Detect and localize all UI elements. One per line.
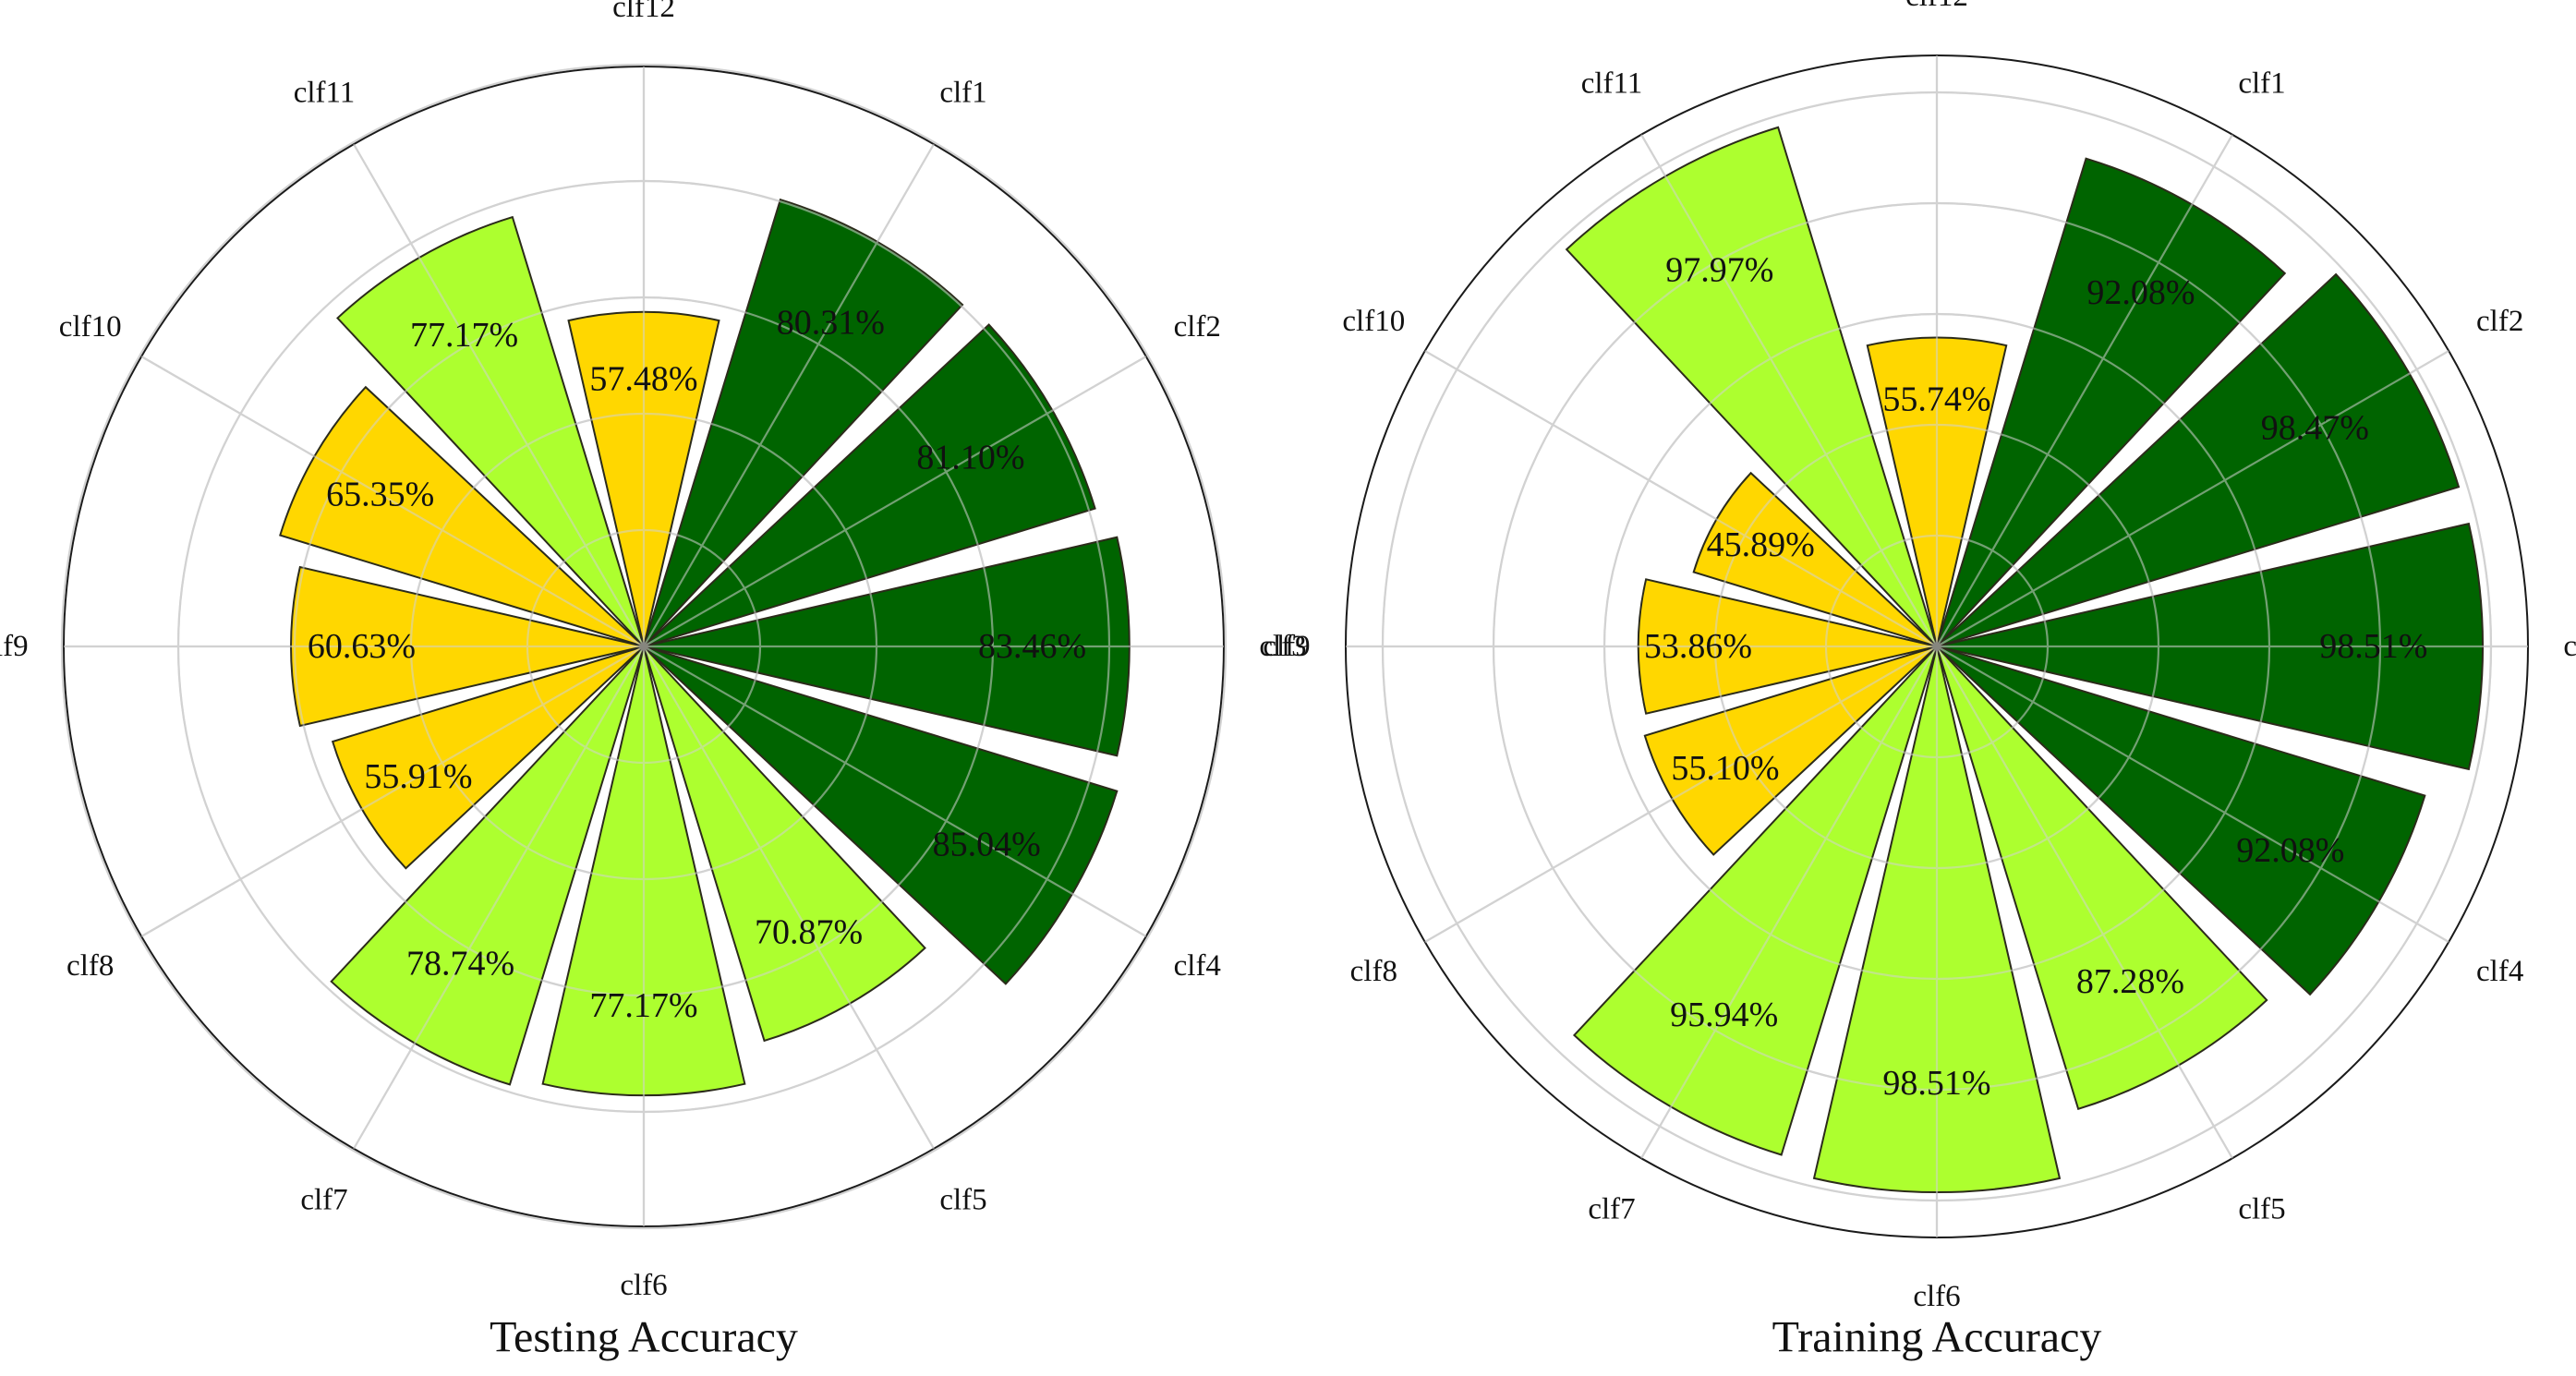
category-label-clf7: clf7 [1588,1193,1635,1226]
value-label-clf4: 85.04% [933,825,1041,863]
value-label-clf5: 87.28% [2076,962,2184,1001]
value-label-clf8: 55.91% [364,757,472,796]
value-label-clf8: 55.10% [1671,749,1779,788]
value-label-clf1: 80.31% [777,303,885,342]
category-label-clf4: clf4 [1174,949,1221,983]
grid-spoke-overlay [140,646,645,937]
category-label-clf6: clf6 [1913,1280,1960,1313]
category-label-clf2: clf2 [2476,305,2523,338]
category-label-clf8: clf8 [67,949,114,983]
value-label-clf11: 77.17% [410,316,518,355]
category-label-clf12: clf12 [1905,0,1968,13]
category-label-clf1: clf1 [939,77,986,110]
grid-spoke-overlay [1936,646,2233,1159]
category-label-clf10: clf10 [1342,305,1405,338]
category-label-clf11: clf11 [1581,66,1643,100]
grid-spoke-overlay [1640,646,1938,1159]
category-label-clf5: clf5 [2238,1193,2285,1226]
category-label-clf11: clf11 [294,77,356,110]
category-label-clf9: clf9 [0,630,29,663]
value-label-clf10: 65.35% [326,475,434,513]
value-label-clf11: 97.97% [1665,251,1773,290]
grid-overlay [1346,55,2528,1237]
category-label-clf10: clf10 [59,310,122,344]
value-label-clf7: 95.94% [1670,996,1778,1034]
category-label-clf12: clf12 [612,0,675,24]
category-label-clf3: clf3 [2563,630,2576,663]
value-label-clf12: 57.48% [589,359,697,398]
training-accuracy-chart: 92.08% 98.47% 98.51% 92.08% 87.28% 98.51% 95.9… [1263,0,2576,1362]
value-label-clf2: 98.47% [2261,409,2369,448]
value-label-clf12: 55.74% [1882,380,1990,418]
grid-spoke-overlay [643,646,935,1150]
grid-spoke-overlay [353,646,645,1150]
value-label-clf5: 70.87% [755,912,863,951]
grid-spoke-overlay [140,356,645,647]
category-label-clf7: clf7 [300,1183,347,1216]
value-label-clf3: 83.46% [978,627,1086,666]
value-label-clf9: 53.86% [1644,627,1752,666]
value-label-clf4: 92.08% [2236,831,2344,870]
value-label-clf6: 98.51% [1882,1064,1990,1103]
chart-title-testing-accuracy: Testing Accuracy [490,1313,798,1362]
category-label-clf9: clf9 [1263,630,1310,663]
category-label-clf4: clf4 [2476,955,2523,988]
grid-overlay [60,63,1228,1230]
category-label-clf3: clf3 [1259,630,1306,663]
grid-spoke-overlay [643,646,1147,937]
value-label-clf6: 77.17% [589,986,697,1025]
category-label-clf6: clf6 [620,1269,667,1302]
category-label-clf8: clf8 [1350,955,1397,988]
value-label-clf9: 60.63% [308,627,416,666]
grid-spoke-overlay [643,356,1147,647]
grid-spoke-overlay [1640,134,1938,647]
value-label-clf3: 98.51% [2319,627,2427,666]
grid-spoke-overlay [1424,350,1938,647]
grid-spoke-overlay [353,143,645,647]
value-label-clf7: 78.74% [406,945,514,984]
value-label-clf2: 81.10% [916,439,1024,477]
grid-spoke-overlay [1424,646,1938,943]
grid-spoke-overlay [1936,134,2233,647]
category-label-clf1: clf1 [2238,66,2285,100]
grid-circle-overlay [60,63,1228,1230]
testing-accuracy-chart: 80.31% 81.10% 83.46% 85.04% 70.87% 77.17% 78.7… [0,0,1307,1362]
grid-spoke-overlay [1936,646,2449,943]
value-label-clf1: 92.08% [2086,273,2195,312]
grid-spoke-overlay [1936,350,2449,647]
value-label-clf10: 45.89% [1707,525,1815,564]
grid-spoke-overlay [643,143,935,647]
chart-title-training-accuracy: Training Accuracy [1772,1313,2102,1362]
category-label-clf2: clf2 [1174,310,1221,344]
category-label-clf5: clf5 [939,1183,986,1216]
